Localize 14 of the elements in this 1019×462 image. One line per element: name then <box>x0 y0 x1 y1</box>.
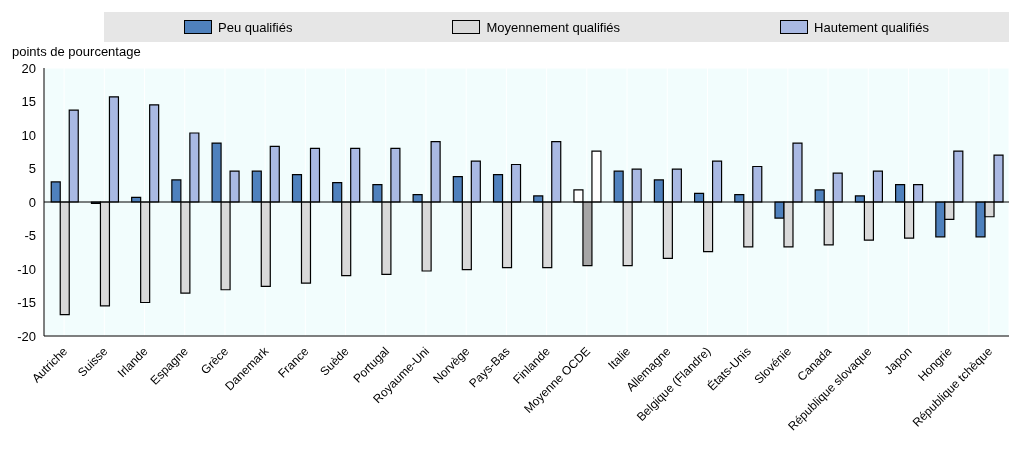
y-tick-label: 5 <box>28 161 36 177</box>
legend-label: Peu qualifiés <box>217 19 293 35</box>
legend-label: Hautement qualifiés <box>814 19 929 35</box>
y-tick-label: -15 <box>17 295 36 311</box>
y-tick-label: 15 <box>21 94 36 110</box>
y-tick-label: -10 <box>17 261 36 277</box>
legend-label: Moyennement qualifiés <box>486 19 621 35</box>
y-tick-label: 0 <box>28 194 36 210</box>
x-tick-label: Italie <box>605 344 634 373</box>
y-tick-label: 10 <box>21 127 36 143</box>
y-tick-label: -20 <box>17 328 36 344</box>
y-tick-label: -5 <box>24 228 36 244</box>
y-axis-title: points de pourcentage <box>12 44 141 59</box>
y-tick-label: 20 <box>21 60 36 76</box>
